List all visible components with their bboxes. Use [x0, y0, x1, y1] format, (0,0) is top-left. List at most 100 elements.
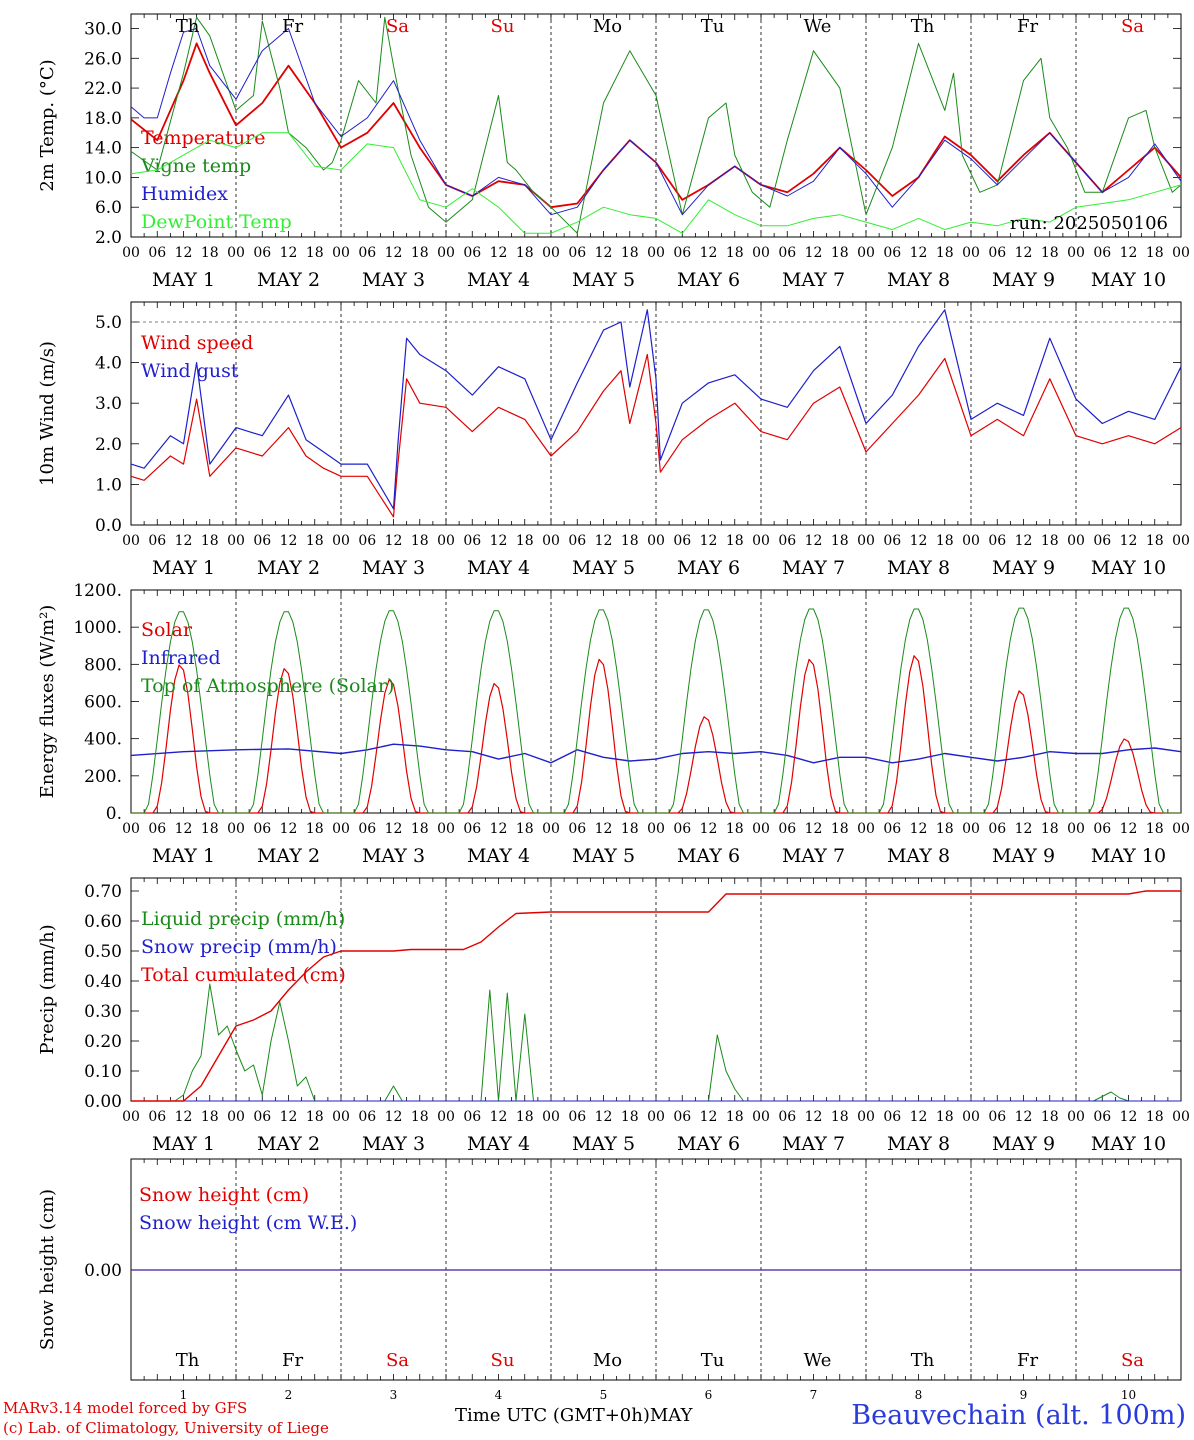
x-day-label: MAY 8: [887, 1133, 950, 1155]
weekday-label: Mo: [593, 1350, 622, 1371]
x-hour-label: 12: [805, 821, 823, 837]
x-hour-label: 18: [1041, 821, 1059, 837]
x-hour-label: 06: [778, 1109, 796, 1125]
x-hour-label: 12: [280, 245, 298, 261]
x-day-label: MAY 8: [887, 269, 950, 291]
x-hour-label: 12: [385, 533, 403, 549]
x-hour-label: 12: [175, 821, 193, 837]
x-hour-label: 12: [700, 821, 718, 837]
x-axis-label: Time UTC (GMT+0h): [455, 1405, 650, 1426]
legend-entry: Total cumulated (cm): [141, 964, 346, 986]
x-hour-label: 00: [332, 245, 350, 261]
x-hour-label: 18: [516, 245, 534, 261]
weekday-label: Th: [911, 1350, 935, 1371]
x-hour-label: 18: [831, 245, 849, 261]
x-hour-label: 18: [831, 1109, 849, 1125]
x-day-label: MAY 1: [152, 557, 215, 579]
x-hour-label: 06: [778, 245, 796, 261]
x-hour-label: 00: [542, 1109, 560, 1125]
x-day-label: MAY 9: [992, 845, 1055, 867]
series-line-top-of-atmosphere-solar: [131, 607, 1181, 814]
weekday-label: Sa: [386, 1350, 409, 1371]
y-tick-label: 1200.: [73, 581, 122, 601]
x-day-label: MAY 7: [782, 845, 845, 867]
y-tick-label: 600.: [84, 693, 122, 713]
x-axis-month: MAY: [649, 1405, 693, 1426]
weekday-label: Su: [491, 1350, 515, 1371]
x-hour-label: 06: [673, 245, 691, 261]
x-hour-label: 18: [621, 245, 639, 261]
y-tick-label: 26.0: [84, 49, 122, 69]
x-hour-label: 06: [988, 1109, 1006, 1125]
x-hour-label: 06: [358, 533, 376, 549]
day-number-label: 10: [1121, 1388, 1136, 1402]
legend-entry: Top of Atmosphere (Solar): [141, 675, 394, 697]
x-hour-label: 18: [201, 1109, 219, 1125]
x-day-label: MAY 2: [257, 845, 320, 867]
weekday-label: Su: [491, 16, 515, 37]
x-day-label: MAY 2: [257, 557, 320, 579]
weekday-label: Fr: [1017, 1350, 1038, 1371]
x-hour-label: 12: [595, 1109, 613, 1125]
x-hour-label: 18: [1146, 1109, 1164, 1125]
station-name: Beauvechain (alt. 100m): [851, 1400, 1186, 1431]
series-line-liquid-precip-mm-h: [131, 983, 1181, 1102]
x-hour-label: 18: [831, 821, 849, 837]
x-hour-label: 18: [201, 821, 219, 837]
x-hour-label: 00: [1067, 821, 1085, 837]
x-hour-label: 00: [1067, 533, 1085, 549]
x-hour-label: 18: [1146, 821, 1164, 837]
x-hour-label: 12: [1015, 821, 1033, 837]
x-hour-label: 12: [1015, 533, 1033, 549]
y-tick-label: 0.10: [84, 1062, 122, 1082]
legend-entry: Wind gust: [141, 360, 239, 382]
x-hour-label: 06: [1093, 245, 1111, 261]
x-hour-label: 12: [700, 245, 718, 261]
x-hour-label: 18: [411, 821, 429, 837]
x-hour-label: 00: [857, 245, 875, 261]
x-hour-label: 12: [490, 821, 508, 837]
x-hour-label: 18: [936, 1109, 954, 1125]
series-line-humidex: [130, 28, 1182, 216]
x-hour-label: 06: [253, 245, 271, 261]
x-hour-label: 06: [253, 533, 271, 549]
x-hour-label: 18: [831, 533, 849, 549]
x-hour-label: 00: [332, 1109, 350, 1125]
x-hour-label: 00: [1067, 1109, 1085, 1125]
x-hour-label: 00: [962, 533, 980, 549]
x-hour-label: 00: [962, 821, 980, 837]
x-hour-label: 00: [122, 533, 140, 549]
y-tick-label: 18.0: [84, 109, 122, 129]
x-hour-label: 12: [805, 1109, 823, 1125]
x-hour-label: 06: [568, 245, 586, 261]
x-hour-label: 00: [857, 1109, 875, 1125]
panel-frame: [130, 589, 1182, 814]
x-hour-label: 18: [621, 821, 639, 837]
x-hour-label: 18: [1041, 533, 1059, 549]
x-hour-label: 18: [201, 245, 219, 261]
x-day-label: MAY 4: [467, 269, 530, 291]
legend-entry: Snow height (cm): [139, 1184, 309, 1206]
x-hour-label: 12: [280, 821, 298, 837]
panel-frame: [130, 13, 1182, 238]
lab-credit: (c) Lab. of Climatology, University of L…: [3, 1419, 329, 1437]
x-hour-label: 00: [227, 245, 245, 261]
x-hour-label: 00: [647, 821, 665, 837]
x-hour-label: 12: [280, 1109, 298, 1125]
weekday-label: Fr: [282, 16, 303, 37]
y-tick-label: 0.: [106, 804, 122, 824]
y-tick-label: 400.: [84, 730, 122, 750]
y-axis-label: Energy fluxes (W/m²): [37, 605, 58, 799]
x-axis-title: Time UTC (GMT+0h)MAY: [455, 1405, 692, 1426]
x-day-label: MAY 6: [677, 845, 740, 867]
x-day-label: MAY 8: [887, 845, 950, 867]
x-day-label: MAY 8: [887, 557, 950, 579]
series-line-infrared: [130, 743, 1182, 764]
x-hour-label: 12: [1120, 821, 1138, 837]
legend-entry: Humidex: [141, 183, 228, 205]
y-tick-label: 0.50: [84, 942, 122, 962]
series-line-total-cumulated-cm: [131, 890, 1181, 1102]
x-hour-label: 18: [726, 821, 744, 837]
x-hour-label: 06: [988, 245, 1006, 261]
weekday-label: Mo: [593, 16, 622, 37]
